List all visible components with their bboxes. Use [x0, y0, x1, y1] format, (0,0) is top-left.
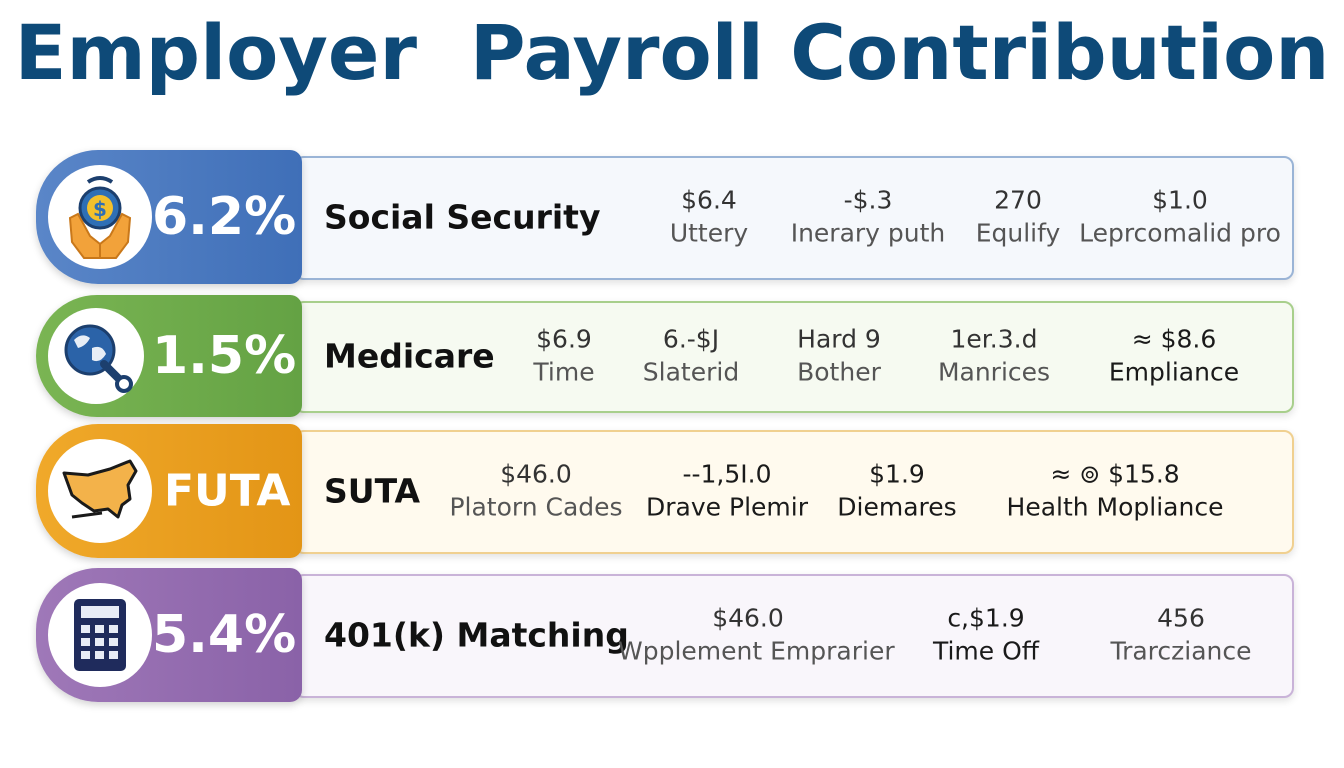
icon-holder: $ — [48, 165, 152, 269]
cell-label: Manrices — [937, 357, 1051, 386]
contribution-name: Social Security — [324, 197, 601, 237]
row-401k-matching: 5.4% 401(k) Matching $46.0 Wpplement Emp… — [36, 568, 1298, 702]
globe-wrench-icon — [64, 324, 133, 393]
contribution-name: Medicare — [324, 336, 495, 376]
contribution-name: 401(k) Matching — [324, 615, 629, 655]
rate-badge: 1.5% — [36, 295, 302, 417]
svg-text:$: $ — [93, 197, 107, 221]
row-cell: $6.4 Uttery — [654, 185, 764, 250]
cell-value: --1,5I.0 — [682, 459, 772, 489]
cell-label: Health Mopliance — [1006, 492, 1224, 521]
cell-value: -$.3 — [843, 185, 893, 215]
row-social-security: $ 6.2% Social Security $6.4 Uttery -$.3 … — [36, 150, 1298, 284]
row-cell: 270 Equlify — [968, 185, 1068, 250]
cell-label: Platorn Cades — [449, 492, 623, 521]
hands-money-icon: $ — [68, 176, 132, 259]
row-cell: 1er.3.d Manrices — [924, 324, 1064, 389]
row-futa: FUTA SUTA $46.0 Platorn Cades --1,5I.0 D… — [36, 424, 1298, 558]
row-card — [294, 301, 1294, 413]
row-cell: ≈ ⊚ $15.8 Health Mopliance — [1002, 459, 1228, 524]
row-cell: $46.0 Wpplement Emprarier — [618, 603, 895, 668]
cell-value: 6.-$J — [662, 324, 720, 354]
cell-value: $6.4 — [681, 185, 737, 215]
row-cell: c,$1.9 Time Off — [916, 603, 1056, 668]
page-title: Employer Payroll Contribution — [14, 8, 1330, 97]
cell-value: Hard 9 — [797, 324, 881, 354]
cell-value: 456 — [1157, 603, 1205, 633]
row-card — [294, 574, 1294, 698]
row-medicare: 1.5% Medicare $6.9 Time 6.-$J Slaterid H… — [36, 295, 1298, 417]
icon-holder — [48, 308, 144, 404]
icon-holder — [48, 439, 152, 543]
rate-value: 1.5% — [152, 326, 297, 386]
cell-value: c,$1.9 — [947, 603, 1025, 633]
cell-value: $46.0 — [500, 459, 572, 489]
cell-label: Wpplement Emprarier — [618, 636, 895, 665]
row-cell: ≈ $8.6 Empliance — [1094, 324, 1254, 389]
row-cell: $1.9 Diemares — [832, 459, 962, 524]
cell-label: Leprcomalid pro — [1079, 218, 1281, 247]
icon-holder — [48, 583, 152, 687]
contribution-name: SUTA — [324, 471, 421, 511]
cell-label: Uttery — [669, 218, 749, 247]
cell-value: $46.0 — [712, 603, 784, 633]
rate-value: 5.4% — [152, 605, 297, 665]
cell-label: Inerary puth — [790, 218, 946, 247]
cell-label: Drave Plemir — [646, 492, 808, 521]
cell-label: Trarcziance — [1110, 636, 1252, 665]
cell-value: $6.9 — [536, 324, 592, 354]
rate-badge: $ 6.2% — [36, 150, 302, 284]
cell-label: Empliance — [1108, 357, 1240, 386]
row-cell: 456 Trarcziance — [1098, 603, 1264, 668]
cell-value: $1.9 — [869, 459, 925, 489]
us-map-icon — [62, 459, 138, 519]
cell-label: Bother — [797, 357, 881, 386]
cell-label: Slaterid — [642, 357, 740, 386]
row-cell: --1,5I.0 Drave Plemir — [644, 459, 810, 524]
rate-badge: FUTA — [36, 424, 302, 558]
row-cell: $1.0 Leprcomalid pro — [1078, 185, 1282, 250]
cell-value: ≈ ⊚ $15.8 — [1050, 459, 1180, 489]
row-cell: Hard 9 Bother — [784, 324, 894, 389]
rate-value: 6.2% — [152, 187, 297, 247]
cell-value: ≈ $8.6 — [1131, 324, 1217, 354]
row-cell: $46.0 Platorn Cades — [448, 459, 624, 524]
cell-value: $1.0 — [1152, 185, 1208, 215]
row-cell: $6.9 Time — [514, 324, 614, 389]
cell-label: Time — [533, 357, 595, 386]
row-card — [294, 156, 1294, 280]
calculator-icon — [74, 599, 126, 671]
cell-label: Equlify — [975, 218, 1061, 247]
cell-value: 1er.3.d — [950, 324, 1038, 354]
row-cell: 6.-$J Slaterid — [636, 324, 746, 389]
row-cell: -$.3 Inerary puth — [788, 185, 948, 250]
rate-badge: 5.4% — [36, 568, 302, 702]
cell-label: Diemares — [837, 492, 957, 521]
cell-value: 270 — [994, 185, 1042, 215]
cell-label: Time Off — [932, 636, 1040, 665]
rate-value: FUTA — [164, 465, 291, 517]
row-card — [294, 430, 1294, 554]
